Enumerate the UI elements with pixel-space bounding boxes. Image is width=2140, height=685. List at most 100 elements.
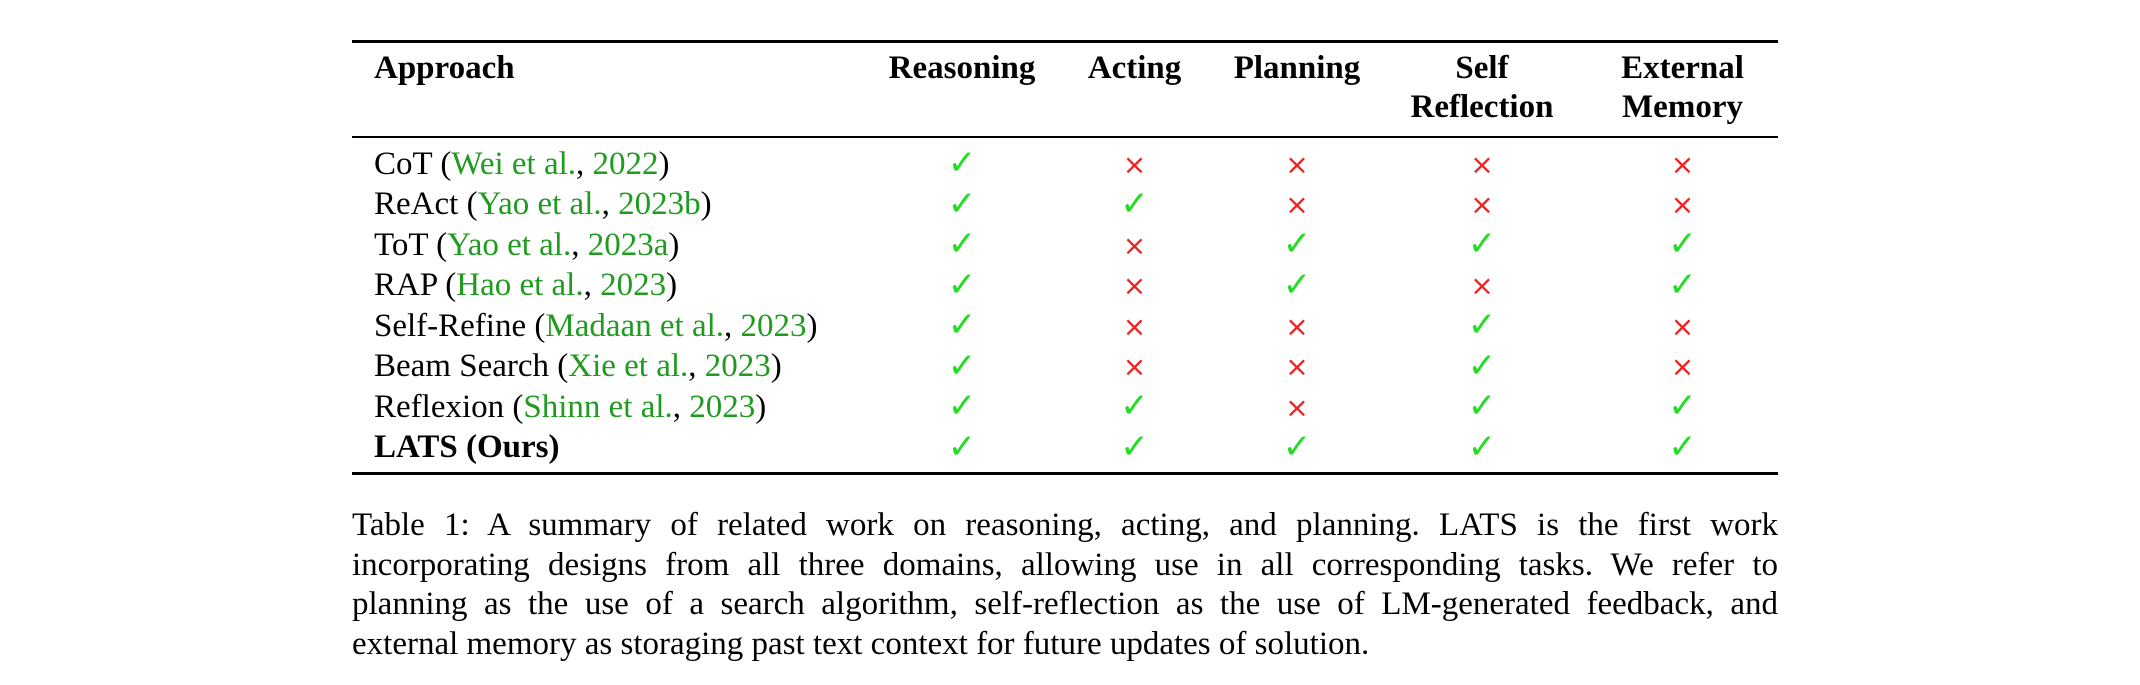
self-reflection-cell: ✓ <box>1377 305 1587 347</box>
self-reflection-cell: ✓ <box>1377 345 1587 388</box>
acting-cell: × <box>1052 306 1217 347</box>
check-mark-icon: ✓ <box>1668 224 1697 264</box>
citation-year-link: 2023b <box>618 186 701 222</box>
check-mark-icon: ✓ <box>1467 224 1497 264</box>
acting-cell: ✓ <box>1052 183 1217 226</box>
cross-mark-icon: × <box>1122 269 1147 302</box>
acting-cell: ✓ <box>1052 386 1217 428</box>
citation-year-link: 2023 <box>600 267 667 303</box>
caption-line-2: incorporating designs from all three dom… <box>352 546 1778 583</box>
check-mark-icon: ✓ <box>1120 183 1149 224</box>
citation-separator: , <box>601 186 619 222</box>
approach-name: Reflexion <box>374 388 505 425</box>
citation-authors-link: Hao et al. <box>456 267 584 303</box>
approach-name: ToT <box>374 226 428 263</box>
table-row: LATS (Ours) ✓ ✓ ✓ ✓ ✓ <box>352 426 1778 474</box>
related-work-table: Approach Reasoning Acting Planning Self … <box>352 40 1778 475</box>
planning-cell: × <box>1217 347 1377 388</box>
check-mark-icon: ✓ <box>947 183 977 224</box>
check-mark-icon: ✓ <box>947 264 977 305</box>
cross-mark-icon: × <box>1670 309 1695 343</box>
planning-cell: × <box>1217 387 1377 428</box>
table-caption: Table 1: A summary of related work on re… <box>352 506 1778 664</box>
cross-mark-icon: × <box>1122 228 1147 262</box>
citation-year-link: 2023 <box>689 388 756 425</box>
check-mark-icon: ✓ <box>947 426 977 467</box>
check-mark-icon: ✓ <box>1668 386 1697 426</box>
planning-cell: × <box>1217 137 1377 185</box>
acting-cell: × <box>1052 225 1217 266</box>
check-mark-icon: ✓ <box>1467 305 1497 345</box>
approach-name: Self-Refine <box>374 307 527 344</box>
check-mark-icon: ✓ <box>947 386 977 426</box>
cross-mark-icon: × <box>1122 350 1147 383</box>
table-row: CoT (Wei et al., 2022) ✓ × × × × <box>352 137 1778 185</box>
caption-line-1: Table 1: A summary of related work on re… <box>352 507 1778 543</box>
reasoning-cell: ✓ <box>872 386 1052 428</box>
check-mark-icon: ✓ <box>1467 345 1497 386</box>
table-row: RAP (Hao et al., 2023) ✓ × ✓ × ✓ <box>352 264 1778 307</box>
citation-open-paren: ( <box>504 388 524 425</box>
table-row: ReAct (Yao et al., 2023b) ✓ ✓ × × × <box>352 183 1778 226</box>
external-memory-cell: × <box>1587 137 1778 185</box>
approach-name: RAP <box>374 267 437 303</box>
citation-close-paren: ) <box>658 145 670 182</box>
check-mark-icon: ✓ <box>1282 264 1312 305</box>
cross-mark-icon: × <box>1470 269 1494 302</box>
external-memory-cell: × <box>1587 185 1778 226</box>
check-mark-icon: ✓ <box>1467 426 1497 467</box>
citation-close-paren: ) <box>700 186 712 222</box>
cross-mark-icon: × <box>1285 350 1309 383</box>
self-reflection-cell: × <box>1377 266 1587 307</box>
cross-mark-icon: × <box>1285 309 1309 343</box>
header-approach: Approach <box>374 50 515 86</box>
header-external-memory-line-2: Memory <box>1622 89 1743 125</box>
check-mark-icon: ✓ <box>1120 426 1149 467</box>
citation-close-paren: ) <box>770 348 782 384</box>
cross-mark-icon: × <box>1285 188 1309 221</box>
cross-mark-icon: × <box>1670 147 1695 181</box>
citation-open-paren: ( <box>526 307 546 344</box>
reasoning-cell: ✓ <box>872 305 1052 347</box>
citation-separator: , <box>576 145 593 182</box>
self-reflection-cell: × <box>1377 185 1587 226</box>
table-header: Approach Reasoning Acting Planning Self … <box>352 41 1778 138</box>
check-mark-icon: ✓ <box>947 143 977 183</box>
approach-name: CoT <box>374 145 433 182</box>
check-mark-icon: ✓ <box>947 345 977 386</box>
check-mark-icon: ✓ <box>1120 386 1149 426</box>
table-row: Beam Search (Xie et al., 2023) ✓ × × ✓ × <box>352 345 1778 388</box>
header-self-reflection: Self Reflection <box>1377 42 1587 138</box>
citation-close-paren: ) <box>668 226 680 263</box>
related-work-table-container: Approach Reasoning Acting Planning Self … <box>352 40 1778 475</box>
approach-cell: Reflexion (Shinn et al., 2023) <box>352 387 872 428</box>
reasoning-cell: ✓ <box>872 264 1052 307</box>
cross-mark-icon: × <box>1470 147 1494 181</box>
external-memory-cell: ✓ <box>1587 265 1778 307</box>
approach-cell: CoT (Wei et al., 2022) <box>352 137 872 185</box>
external-memory-cell: ✓ <box>1587 426 1778 474</box>
citation-open-paren: ( <box>436 267 457 303</box>
self-reflection-cell: ✓ <box>1377 426 1587 474</box>
cross-mark-icon: × <box>1670 188 1695 221</box>
table-row: Self-Refine (Madaan et al., 2023) ✓ × × ✓ × <box>352 305 1778 347</box>
citation-separator: , <box>688 348 705 384</box>
citation-open-paren: ( <box>427 226 448 263</box>
self-reflection-cell: × <box>1377 137 1587 185</box>
check-mark-icon: ✓ <box>1282 224 1312 264</box>
header-external-memory: External Memory <box>1587 42 1778 138</box>
check-mark-icon: ✓ <box>1467 386 1497 426</box>
acting-cell: × <box>1052 266 1217 307</box>
citation-year-link: 2023a <box>587 226 669 263</box>
cross-mark-icon: × <box>1122 147 1147 181</box>
cross-mark-icon: × <box>1470 188 1494 221</box>
check-mark-icon: ✓ <box>1668 426 1697 467</box>
approach-cell: LATS (Ours) <box>352 428 872 474</box>
acting-cell: ✓ <box>1052 426 1217 474</box>
approach-name: LATS (Ours) <box>374 429 560 465</box>
citation-close-paren: ) <box>666 267 678 303</box>
header-acting: Acting <box>1087 50 1182 86</box>
external-memory-cell: ✓ <box>1587 386 1778 428</box>
approach-cell: ReAct (Yao et al., 2023b) <box>352 185 872 226</box>
caption-line-3: planning as the use of a search algorith… <box>352 586 1778 622</box>
